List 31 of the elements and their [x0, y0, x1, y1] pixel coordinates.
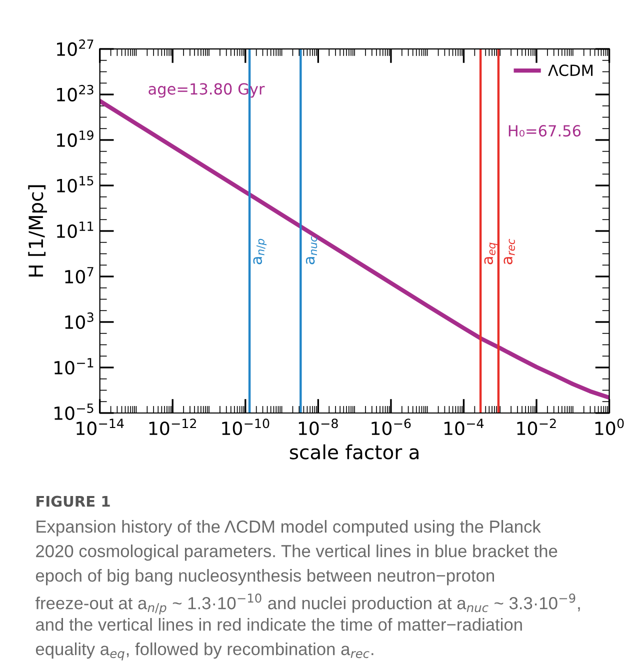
ref-line-label: a$_{nuc}$ [306, 236, 318, 264]
ref-line-label: a$_{n/p}$ [253, 238, 267, 264]
text: Expansion history of the ΛCDM model computed using the Planck [36, 520, 541, 536]
y-tick-label: 10$^{27}$ [57, 39, 94, 56]
y-tick-label: 10$^{−5}$ [54, 404, 94, 420]
y-tick-label: 10$^{23}$ [57, 84, 94, 102]
text: equality a$_{eq}$, followed by recombination a$_{rec}$. [36, 642, 374, 660]
x-tick-label: 10$^{−10}$ [222, 418, 270, 436]
text: 2020 cosmological parameters. The vertical lines in blue bracket the [36, 544, 558, 561]
x-tick-label: 10$^{−6}$ [372, 418, 411, 436]
y-tick-label: 10$^{11}$ [57, 222, 94, 238]
y-tick-label: 10$^{7}$ [65, 267, 94, 284]
x-tick-label: 10$^{0}$ [595, 418, 624, 436]
y-tick-label: 10$^{−1}$ [54, 358, 94, 374]
y-tick-label: 10$^{19}$ [57, 130, 94, 147]
caption: FIGURE 1 [36, 496, 110, 507]
x-axis-title: scale factor a [290, 444, 418, 460]
text: and the vertical lines in red indicate the time of matter−radiation [36, 618, 522, 631]
x-tick-label: 10$^{−2}$ [517, 418, 556, 436]
x-tick-label: 10$^{−14}$ [76, 418, 124, 436]
x-tick-label: 10$^{−12}$ [149, 418, 196, 436]
x-tick-label: 10$^{−8}$ [298, 418, 338, 436]
annotation: H₀=67.56 [508, 125, 581, 137]
legend-label: ΛCDM [548, 64, 593, 76]
y-tick-label: 10$^{15}$ [57, 176, 94, 192]
ref-line-label: a$_{eq}$ [484, 242, 498, 264]
ref-line-label: a$_{rec}$ [504, 238, 515, 264]
x-tick-label: 10$^{−4}$ [444, 418, 484, 436]
y-axis-title: H [1/Mpc] [28, 185, 47, 276]
y-tick-label: 10$^{3}$ [65, 312, 94, 329]
text: epoch of big bang nucleosynthesis between neutron−proton [36, 569, 494, 586]
